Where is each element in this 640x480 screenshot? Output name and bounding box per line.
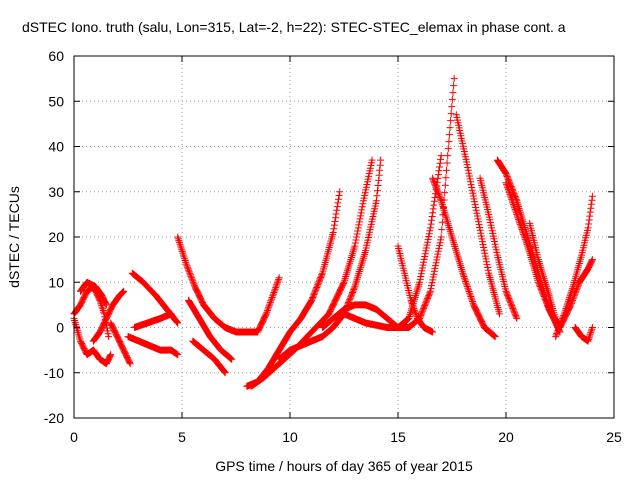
series-22-markers — [526, 219, 562, 331]
x-axis-label: GPS time / hours of day 365 of year 2015 — [215, 458, 473, 474]
series-4-markers — [107, 319, 134, 368]
series-25-markers — [571, 324, 596, 345]
chart-title: dSTEC Iono. truth (salu, Lon=315, Lat=-2… — [22, 19, 566, 35]
y-tick-label: -20 — [44, 410, 64, 426]
x-tick-label: 10 — [282, 429, 298, 445]
series-24-markers — [556, 256, 596, 331]
series-18 — [452, 111, 503, 318]
series-11 — [243, 188, 344, 390]
series-9-markers — [185, 296, 236, 363]
series-2 — [77, 278, 110, 309]
series-16-markers — [394, 242, 437, 336]
y-tick-label: 40 — [48, 139, 64, 155]
series-3-markers — [89, 287, 128, 345]
y-tick-labels: -20 -10 0 10 20 30 40 50 60 — [44, 48, 64, 426]
y-tick-label: 50 — [48, 93, 64, 109]
x-tick-label: 20 — [498, 429, 514, 445]
series-25 — [571, 324, 596, 345]
series-6 — [124, 333, 182, 359]
series-10 — [189, 337, 229, 377]
series-9 — [185, 296, 236, 363]
series-5 — [128, 269, 182, 327]
series-16 — [394, 242, 437, 336]
series-3 — [89, 287, 128, 345]
series-7 — [131, 310, 175, 331]
series-2-markers — [77, 278, 110, 309]
x-tick-label: 15 — [390, 429, 406, 445]
y-tick-label: -10 — [44, 365, 64, 381]
series-5-markers — [128, 269, 182, 327]
series-8-markers — [174, 233, 283, 336]
series-17-markers — [429, 174, 499, 341]
x-tick-labels: 0 5 10 15 20 25 — [70, 429, 622, 445]
data-points — [70, 75, 596, 390]
y-tick-label: 20 — [48, 229, 64, 245]
y-axis-label: dSTEC / TECUs — [6, 186, 22, 288]
series-18-markers — [452, 111, 503, 318]
series-24 — [556, 256, 596, 331]
x-tick-label: 5 — [178, 429, 186, 445]
series-22 — [526, 219, 562, 331]
x-tick-label: 0 — [70, 429, 78, 445]
series-10-markers — [189, 337, 229, 377]
series-7-markers — [131, 310, 175, 331]
series-4 — [107, 319, 134, 368]
y-tick-label: 10 — [48, 274, 64, 290]
y-tick-label: 0 — [56, 320, 64, 336]
y-tick-label: 30 — [48, 184, 64, 200]
series-6-markers — [124, 333, 182, 359]
y-tick-label: 60 — [48, 48, 64, 64]
series-19-markers — [476, 174, 521, 322]
axis-ticks — [73, 55, 615, 419]
grid — [74, 56, 614, 418]
series-8 — [174, 233, 283, 336]
x-tick-label: 25 — [606, 429, 622, 445]
series-11-markers — [243, 188, 344, 390]
series-17 — [429, 174, 499, 341]
series-19 — [476, 174, 521, 322]
